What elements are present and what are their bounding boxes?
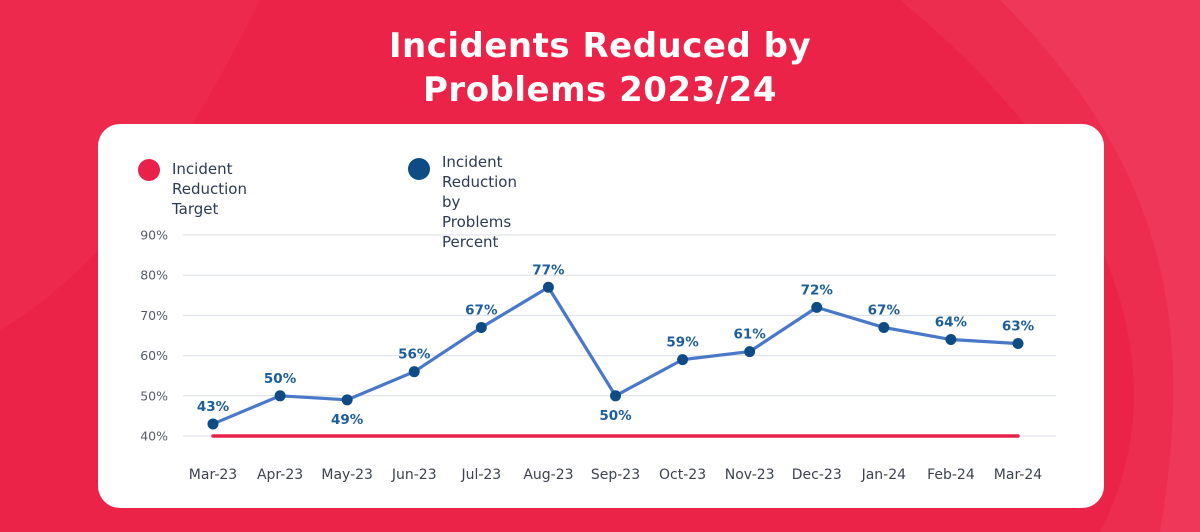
data-point <box>878 321 890 333</box>
y-tick-label: 60% <box>140 348 168 363</box>
legend-marker-target <box>138 159 160 181</box>
data-point <box>542 281 554 293</box>
x-tick-label: May-23 <box>321 467 373 483</box>
data-point <box>408 366 420 378</box>
x-tick-label: Feb-24 <box>927 467 975 483</box>
data-point <box>1012 338 1024 350</box>
data-label: 63% <box>1002 319 1035 335</box>
legend-item-percent: Incident Reduction by Problems Percent <box>408 152 517 252</box>
y-tick-label: 50% <box>140 388 168 403</box>
data-label: 56% <box>398 347 431 363</box>
legend-label-target: Incident Reduction Target <box>172 160 247 218</box>
y-tick-label: 80% <box>140 268 168 283</box>
x-tick-label: Sep-23 <box>591 467 640 483</box>
data-point <box>610 390 621 402</box>
y-tick-label: 70% <box>140 308 168 323</box>
x-tick-label: Jan-24 <box>861 467 907 483</box>
data-label: 77% <box>532 262 565 278</box>
legend-marker-percent <box>408 158 430 180</box>
data-label: 64% <box>935 315 968 331</box>
data-label: 50% <box>599 408 632 424</box>
x-tick-label: Jul-23 <box>460 467 501 483</box>
legend-label-percent: Incident Reduction by Problems Percent <box>442 153 517 251</box>
data-point <box>207 418 219 430</box>
x-tick-label: Nov-23 <box>725 467 775 483</box>
data-point <box>274 390 286 402</box>
data-point <box>475 321 487 333</box>
data-label: 61% <box>734 327 767 343</box>
y-tick-label: 90% <box>140 228 168 243</box>
data-label: 49% <box>331 412 364 428</box>
data-point <box>677 354 689 366</box>
title-line-2: Problems 2023/24 <box>423 70 777 110</box>
page-title: Incidents Reduced by Problems 2023/24 <box>0 24 1200 112</box>
x-tick-label: Apr-23 <box>257 467 303 483</box>
x-tick-label: Mar-23 <box>189 467 237 483</box>
data-point <box>744 346 756 358</box>
chart-card: Incident Reduction Target Incident Reduc… <box>98 124 1104 508</box>
title-line-1: Incidents Reduced by <box>388 26 812 66</box>
data-label: 43% <box>197 399 230 415</box>
x-tick-label: Aug-23 <box>523 467 573 483</box>
data-label: 50% <box>264 371 297 387</box>
data-point <box>341 394 353 406</box>
data-point <box>811 301 823 313</box>
data-label: 59% <box>666 335 699 351</box>
data-label: 67% <box>465 302 498 318</box>
data-point <box>945 334 957 346</box>
x-tick-label: Jun-23 <box>391 467 437 483</box>
line-chart: 40% 50% 60% 70% 80% 90% Mar-23 Apr-23 May-23 Jun-… <box>140 228 1056 483</box>
data-label: 67% <box>868 302 901 318</box>
x-tick-label: Mar-24 <box>994 467 1042 483</box>
data-label: 72% <box>801 282 834 298</box>
legend-item-target: Incident Reduction Target <box>138 159 247 219</box>
x-tick-label: Dec-23 <box>792 467 842 483</box>
x-tick-label: Oct-23 <box>659 467 706 483</box>
y-tick-label: 40% <box>140 429 168 444</box>
